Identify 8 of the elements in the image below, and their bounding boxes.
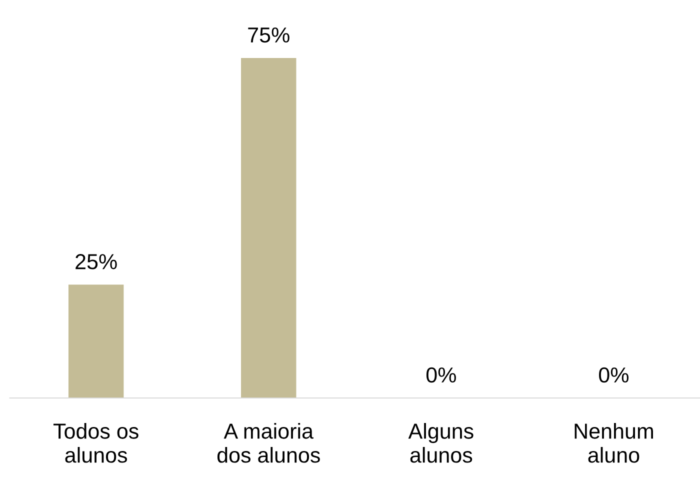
data-label: 0% <box>426 367 456 383</box>
x-tick-label: Nenhum aluno <box>574 423 653 463</box>
data-label: 25% <box>76 254 117 270</box>
data-label: 0% <box>599 367 629 383</box>
data-label: 75% <box>248 27 290 43</box>
x-tick-label: Todos os alunos <box>53 423 138 463</box>
x-tick-label: Alguns alunos <box>408 423 474 463</box>
x-tick-label: A maioria dos alunos <box>217 423 320 463</box>
